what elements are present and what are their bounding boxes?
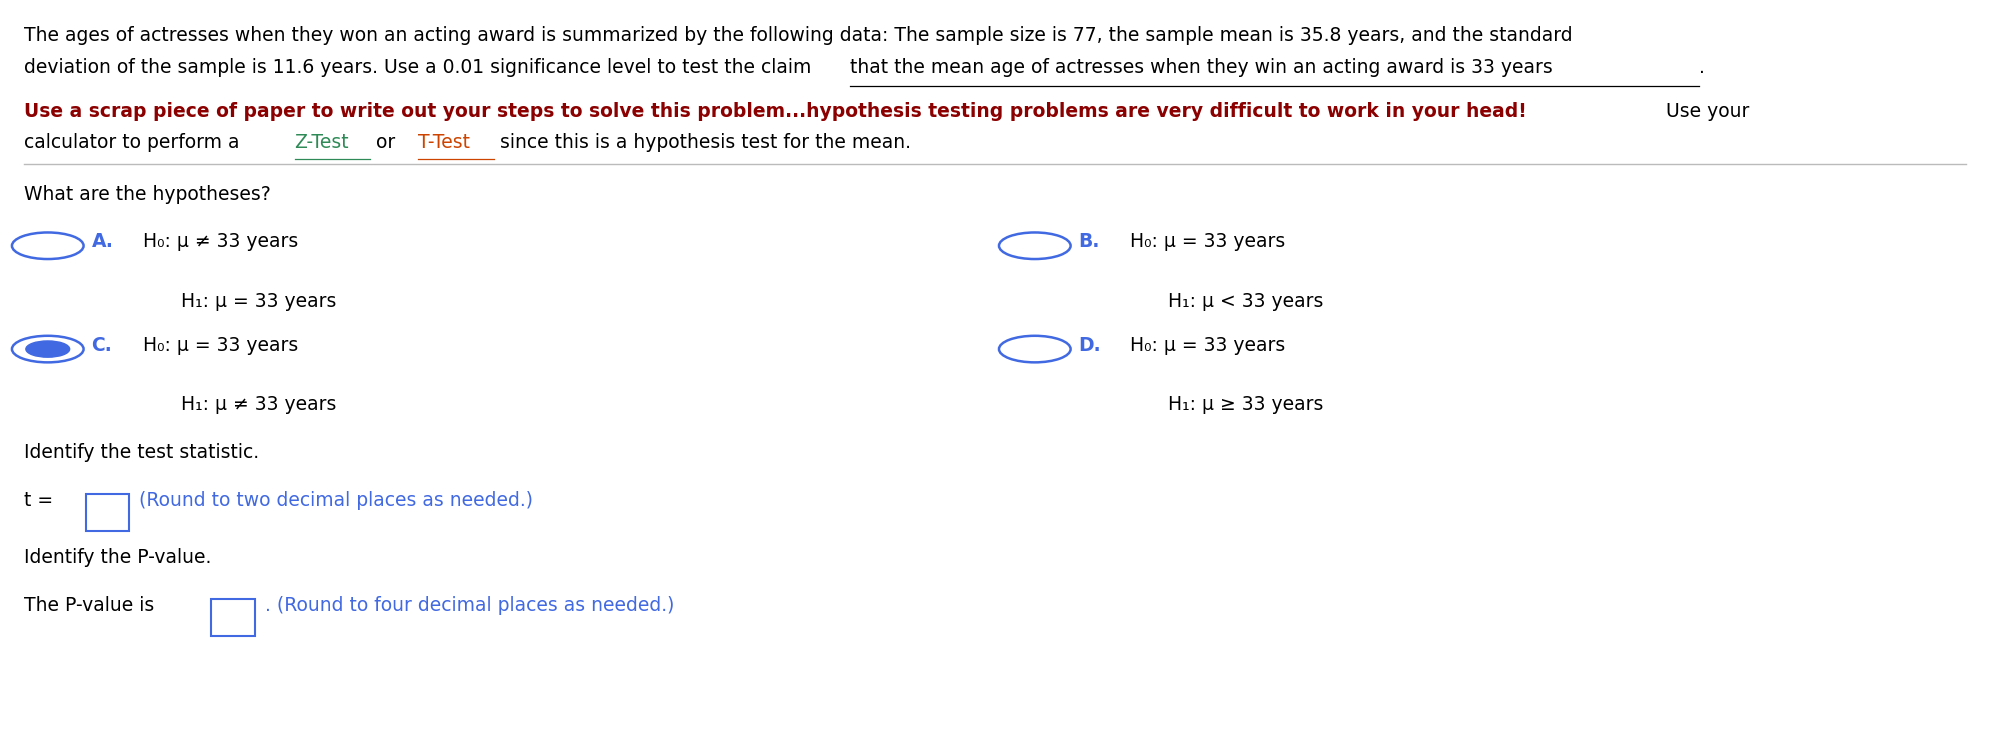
Text: What are the hypotheses?: What are the hypotheses? [24, 184, 271, 204]
Text: . (Round to four decimal places as needed.): . (Round to four decimal places as neede… [265, 596, 674, 615]
Circle shape [26, 341, 70, 357]
Text: Identify the test statistic.: Identify the test statistic. [24, 443, 259, 462]
Text: H₁: μ ≠ 33 years: H₁: μ ≠ 33 years [181, 395, 336, 414]
Text: The P-value is: The P-value is [24, 596, 159, 615]
Text: t =: t = [24, 491, 60, 510]
Text: or: or [370, 133, 402, 152]
Text: H₀: μ = 33 years: H₀: μ = 33 years [1130, 336, 1285, 355]
Text: H₁: μ ≥ 33 years: H₁: μ ≥ 33 years [1168, 395, 1323, 414]
Text: C.: C. [91, 336, 111, 355]
Text: H₁: μ < 33 years: H₁: μ < 33 years [1168, 292, 1323, 311]
Text: since this is a hypothesis test for the mean.: since this is a hypothesis test for the … [493, 133, 911, 152]
Text: T-Test: T-Test [418, 133, 469, 152]
Text: A.: A. [91, 232, 113, 252]
FancyBboxPatch shape [211, 599, 255, 636]
Text: H₀: μ = 33 years: H₀: μ = 33 years [143, 336, 298, 355]
Text: deviation of the sample is 11.6 years. Use a 0.01 significance level to test the: deviation of the sample is 11.6 years. U… [24, 58, 817, 77]
Text: H₀: μ ≠ 33 years: H₀: μ ≠ 33 years [143, 232, 298, 252]
Text: (Round to two decimal places as needed.): (Round to two decimal places as needed.) [139, 491, 533, 510]
Text: Z-Test: Z-Test [294, 133, 348, 152]
Text: Use your: Use your [1659, 102, 1748, 121]
Text: H₁: μ = 33 years: H₁: μ = 33 years [181, 292, 336, 311]
Text: Identify the P-value.: Identify the P-value. [24, 548, 211, 567]
Text: that the mean age of actresses when they win an acting award is 33 years: that the mean age of actresses when they… [849, 58, 1551, 77]
Text: D.: D. [1078, 336, 1100, 355]
Text: B.: B. [1078, 232, 1100, 252]
Text: The ages of actresses when they won an acting award is summarized by the followi: The ages of actresses when they won an a… [24, 26, 1571, 45]
Text: calculator to perform a: calculator to perform a [24, 133, 245, 152]
Text: Use a scrap piece of paper to write out your steps to solve this problem...hypot: Use a scrap piece of paper to write out … [24, 102, 1526, 121]
FancyBboxPatch shape [86, 494, 129, 531]
Text: H₀: μ = 33 years: H₀: μ = 33 years [1130, 232, 1285, 252]
Text: .: . [1699, 58, 1705, 77]
